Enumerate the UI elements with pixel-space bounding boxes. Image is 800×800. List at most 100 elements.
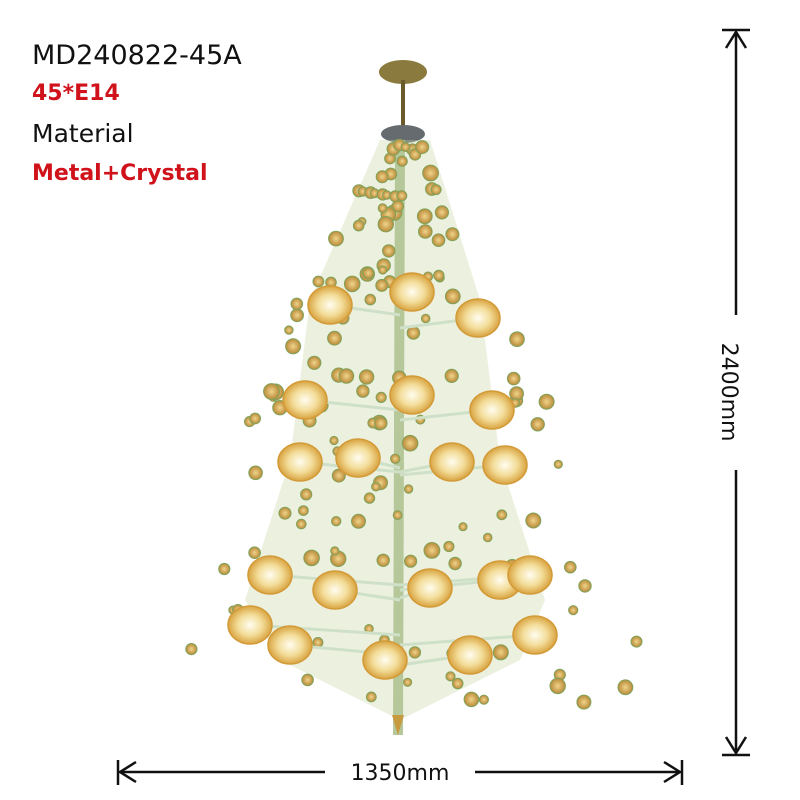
small-rose (568, 605, 579, 616)
small-rose (375, 278, 389, 292)
small-rose (303, 549, 320, 567)
arrow (117, 760, 137, 784)
small-rose (352, 219, 365, 232)
small-rose (630, 635, 643, 648)
glass-flower (247, 555, 293, 595)
glass-flower (307, 285, 353, 325)
small-rose (396, 155, 408, 167)
glass-flower (447, 635, 493, 675)
small-rose (307, 355, 322, 370)
small-rose (290, 297, 304, 311)
height-label: 2400mm (716, 343, 741, 442)
small-rose (351, 513, 366, 529)
small-rose (285, 338, 302, 355)
arrow (724, 736, 748, 756)
small-rose (365, 691, 377, 703)
small-rose (331, 516, 342, 527)
glass-flower (335, 438, 381, 478)
small-rose (451, 677, 464, 690)
small-rose (418, 224, 433, 239)
small-rose (433, 269, 445, 282)
small-rose (416, 208, 433, 225)
small-rose (390, 453, 401, 464)
small-rose (458, 522, 468, 532)
small-rose (576, 694, 592, 710)
canopy (379, 60, 427, 84)
glass-flower (362, 640, 408, 680)
small-rose (403, 677, 413, 687)
glass-flower (429, 442, 475, 482)
small-rose (463, 691, 480, 708)
glass-flower (312, 570, 358, 610)
small-rose (406, 326, 421, 340)
small-rose (248, 546, 261, 560)
glass-flower (282, 380, 328, 420)
small-rose (290, 308, 305, 323)
small-rose (434, 205, 449, 220)
small-rose (278, 506, 292, 520)
small-rose (343, 275, 361, 293)
small-rose (338, 368, 355, 384)
bulb-spec: 45*E14 (32, 81, 120, 106)
small-rose (530, 417, 545, 432)
small-rose (403, 484, 414, 494)
small-rose (329, 435, 339, 446)
small-rose (422, 164, 440, 182)
model-number: MD240822-45A (32, 40, 242, 71)
small-rose (374, 416, 388, 430)
small-rose (358, 369, 375, 385)
small-rose (376, 553, 390, 567)
small-rose (378, 265, 388, 275)
small-rose (549, 677, 566, 695)
small-rose (218, 562, 231, 576)
material-label: Material (32, 119, 134, 148)
small-rose (363, 492, 376, 504)
glass-flower (227, 605, 273, 645)
finial (392, 715, 404, 735)
small-rose (371, 481, 381, 492)
small-rose (382, 244, 396, 258)
small-rose (377, 216, 394, 233)
small-rose (328, 230, 344, 247)
small-rose (301, 673, 314, 687)
small-rose (478, 694, 489, 705)
small-rose (431, 233, 446, 247)
small-rose (377, 203, 388, 214)
small-rose (356, 384, 370, 398)
small-rose (248, 465, 263, 481)
small-rose (564, 560, 577, 574)
material-value: Metal+Crystal (32, 161, 207, 186)
glass-flower (389, 375, 435, 415)
top-cap (381, 125, 425, 143)
small-rose (284, 325, 294, 335)
small-rose (496, 509, 508, 521)
small-rose (525, 512, 542, 529)
small-rose (404, 554, 418, 568)
small-rose (553, 459, 563, 469)
glass-flower (482, 445, 528, 485)
arrow (724, 29, 748, 49)
small-rose (423, 542, 441, 559)
glass-flower (469, 390, 515, 430)
small-rose (445, 671, 456, 682)
small-rose (448, 556, 462, 571)
small-rose (617, 679, 634, 696)
small-rose (331, 468, 346, 483)
small-rose (362, 267, 375, 280)
small-rose (538, 393, 555, 410)
small-rose (298, 505, 309, 517)
small-rose (444, 288, 461, 305)
small-rose (396, 190, 408, 202)
width-label: 1350mm (351, 761, 450, 786)
small-rose (443, 540, 455, 553)
small-rose (185, 643, 198, 656)
glass-flower (512, 615, 558, 655)
small-rose (249, 412, 262, 425)
small-rose (327, 330, 342, 346)
width-dimension (116, 760, 684, 785)
small-rose (578, 579, 592, 593)
small-rose (263, 383, 280, 400)
arrow (663, 760, 683, 784)
